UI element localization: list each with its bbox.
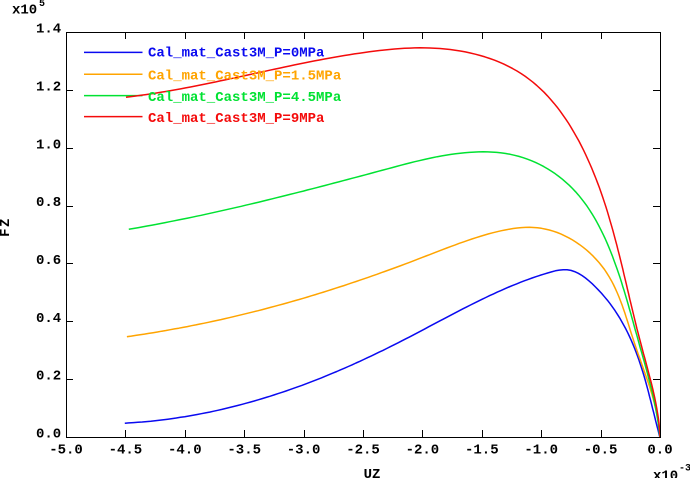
svg-text:1.4: 1.4	[36, 22, 61, 38]
svg-text:-3.0: -3.0	[287, 443, 321, 459]
svg-text:0.0: 0.0	[647, 443, 672, 459]
svg-text:x10: x10	[653, 469, 678, 478]
svg-text:-1.0: -1.0	[524, 443, 558, 459]
svg-text:Cal_mat_Cast3M_P=0MPa: Cal_mat_Cast3M_P=0MPa	[148, 46, 325, 62]
svg-text:-2.5: -2.5	[346, 443, 380, 459]
svg-text:x10: x10	[12, 2, 37, 18]
svg-text:-4.0: -4.0	[168, 443, 202, 459]
svg-text:-3.5: -3.5	[227, 443, 261, 459]
svg-text:-1.5: -1.5	[465, 443, 499, 459]
svg-text:0.4: 0.4	[36, 311, 61, 327]
svg-text:UZ: UZ	[364, 467, 381, 478]
svg-text:-2.0: -2.0	[406, 443, 440, 459]
svg-text:-5.0: -5.0	[49, 443, 83, 459]
svg-text:0.2: 0.2	[36, 369, 61, 385]
svg-text:-3: -3	[679, 464, 690, 475]
svg-text:Cal_mat_Cast3M_P=4.5MPa: Cal_mat_Cast3M_P=4.5MPa	[148, 90, 342, 106]
svg-text:Cal_mat_Cast3M_P=9MPa: Cal_mat_Cast3M_P=9MPa	[148, 111, 325, 127]
svg-text:0.8: 0.8	[36, 195, 61, 211]
svg-text:FZ: FZ	[0, 217, 14, 237]
svg-text:1.2: 1.2	[36, 79, 61, 95]
svg-text:-4.5: -4.5	[109, 443, 143, 459]
svg-text:0.6: 0.6	[36, 253, 61, 269]
svg-text:1.0: 1.0	[36, 137, 61, 153]
svg-text:0.0: 0.0	[36, 427, 61, 443]
svg-text:Cal_mat_Cast3M_P=1.5MPa: Cal_mat_Cast3M_P=1.5MPa	[148, 69, 342, 85]
svg-text:-0.5: -0.5	[584, 443, 618, 459]
svg-text:5: 5	[39, 0, 45, 10]
